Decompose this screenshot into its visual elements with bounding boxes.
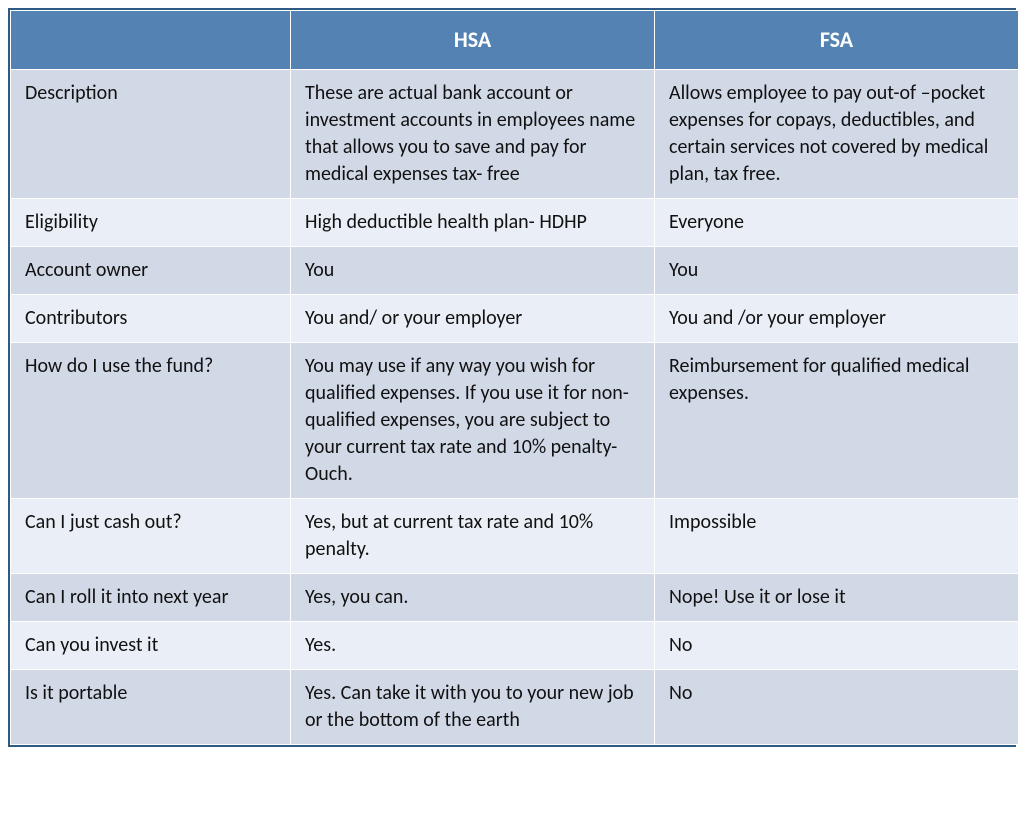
row-label: Is it portable (11, 669, 291, 744)
cell-hsa: These are actual bank account or investm… (291, 69, 655, 198)
table-row: Can I just cash out? Yes, but at current… (11, 498, 1019, 573)
cell-fsa: Everyone (655, 198, 1019, 246)
row-label: Can you invest it (11, 621, 291, 669)
cell-hsa: You may use if any way you wish for qual… (291, 342, 655, 498)
cell-hsa: High deductible health plan- HDHP (291, 198, 655, 246)
cell-fsa: No (655, 621, 1019, 669)
cell-fsa: Allows employee to pay out-of –pocket ex… (655, 69, 1019, 198)
cell-fsa: No (655, 669, 1019, 744)
header-hsa: HSA (291, 11, 655, 70)
header-blank (11, 11, 291, 70)
row-label: Eligibility (11, 198, 291, 246)
table-row: Can you invest it Yes. No (11, 621, 1019, 669)
cell-hsa: You and/ or your employer (291, 294, 655, 342)
comparison-table: HSA FSA Description These are actual ban… (10, 10, 1019, 745)
header-fsa: FSA (655, 11, 1019, 70)
cell-hsa: Yes, but at current tax rate and 10% pen… (291, 498, 655, 573)
table-body: Description These are actual bank accoun… (11, 69, 1019, 744)
table-row: Description These are actual bank accoun… (11, 69, 1019, 198)
row-label: Description (11, 69, 291, 198)
cell-fsa: Impossible (655, 498, 1019, 573)
cell-fsa: You (655, 246, 1019, 294)
cell-hsa: You (291, 246, 655, 294)
cell-fsa: Reimbursement for qualified medical expe… (655, 342, 1019, 498)
row-label: Contributors (11, 294, 291, 342)
cell-hsa: Yes. Can take it with you to your new jo… (291, 669, 655, 744)
row-label: Can I just cash out? (11, 498, 291, 573)
cell-fsa: Nope! Use it or lose it (655, 573, 1019, 621)
table-row: Eligibility High deductible health plan-… (11, 198, 1019, 246)
table-row: Account owner You You (11, 246, 1019, 294)
comparison-table-container: HSA FSA Description These are actual ban… (8, 8, 1016, 747)
table-row: How do I use the fund? You may use if an… (11, 342, 1019, 498)
row-label: Account owner (11, 246, 291, 294)
table-header-row: HSA FSA (11, 11, 1019, 70)
row-label: How do I use the fund? (11, 342, 291, 498)
cell-fsa: You and /or your employer (655, 294, 1019, 342)
table-row: Can I roll it into next year Yes, you ca… (11, 573, 1019, 621)
table-row: Is it portable Yes. Can take it with you… (11, 669, 1019, 744)
cell-hsa: Yes. (291, 621, 655, 669)
cell-hsa: Yes, you can. (291, 573, 655, 621)
row-label: Can I roll it into next year (11, 573, 291, 621)
table-row: Contributors You and/ or your employer Y… (11, 294, 1019, 342)
